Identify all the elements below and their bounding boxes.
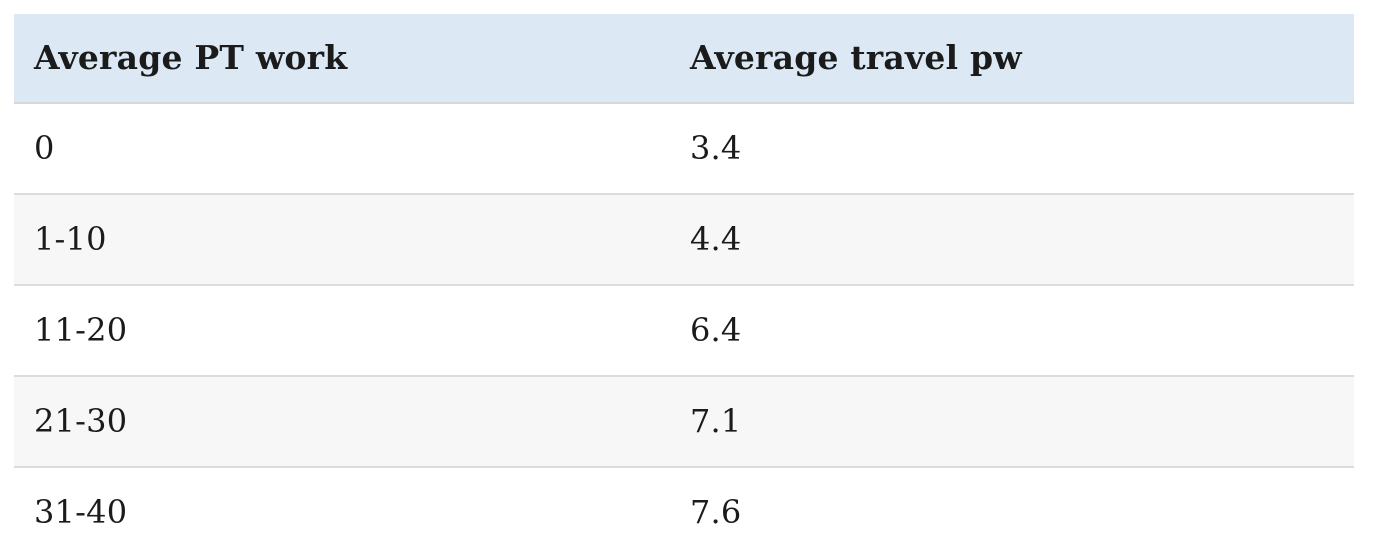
cell-average-travel-pw: 4.4	[670, 194, 1354, 286]
cell-average-pt-work: 1-10	[14, 194, 670, 286]
cell-average-pt-work: 31-40	[14, 467, 670, 557]
table-row: 1-10 4.4	[14, 194, 1354, 286]
column-header-average-travel-pw: Average travel pw	[670, 14, 1354, 104]
column-header-average-pt-work: Average PT work	[14, 14, 670, 104]
cell-average-travel-pw: 6.4	[670, 285, 1354, 377]
table-row: 31-40 7.6	[14, 467, 1354, 557]
cell-average-pt-work: 11-20	[14, 285, 670, 377]
cell-average-pt-work: 21-30	[14, 376, 670, 468]
table-header-row: Average PT work Average travel pw	[14, 14, 1354, 104]
data-table-container: Average PT work Average travel pw 0 3.4 1-…	[14, 14, 1354, 557]
cell-average-pt-work: 0	[14, 103, 670, 195]
table-header: Average PT work Average travel pw	[14, 14, 1354, 104]
cell-average-travel-pw: 7.1	[670, 376, 1354, 468]
table-body: 0 3.4 1-10 4.4 11-20 6.4 21-30 7.1 31-40 7.6	[14, 103, 1354, 557]
data-table: Average PT work Average travel pw 0 3.4 1-…	[14, 14, 1354, 557]
table-row: 11-20 6.4	[14, 285, 1354, 377]
table-row: 0 3.4	[14, 103, 1354, 195]
cell-average-travel-pw: 7.6	[670, 467, 1354, 557]
table-row: 21-30 7.1	[14, 376, 1354, 468]
cell-average-travel-pw: 3.4	[670, 103, 1354, 195]
